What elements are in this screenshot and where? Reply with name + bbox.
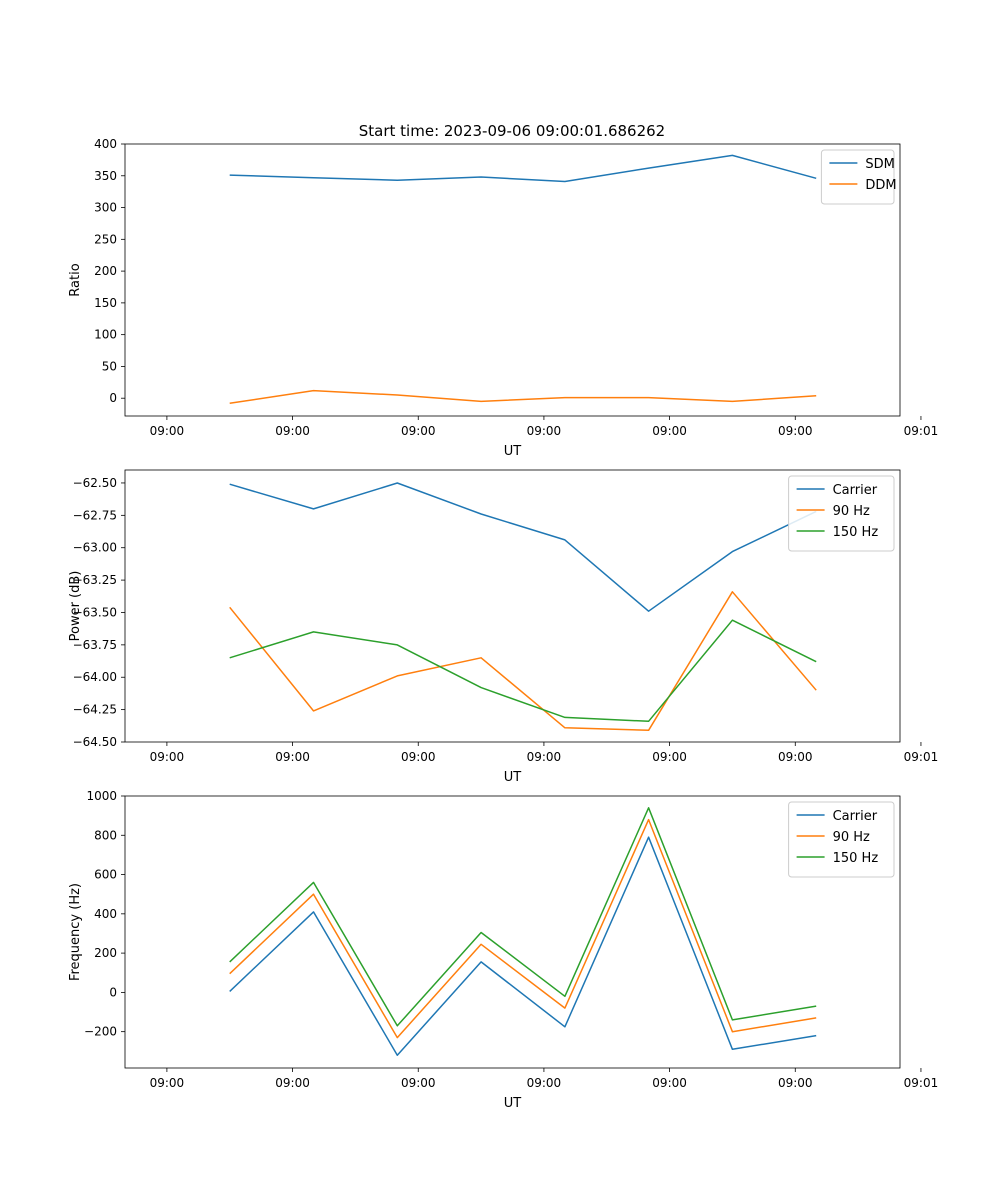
frequency-y-axis-label: Frequency (Hz)	[68, 883, 83, 981]
ratio-series-line-ddm	[229, 389, 817, 405]
ratio-y-tick-label: 50	[102, 359, 117, 373]
ratio-x-tick-label: 09:00	[778, 424, 813, 438]
frequency-x-tick-label: 09:00	[401, 1076, 436, 1090]
frequency-legend-label: 90 Hz	[833, 830, 870, 845]
power-series-line-carrier	[229, 482, 817, 612]
ratio-series-line-sdm	[229, 154, 817, 183]
frequency-x-tick-label: 09:00	[652, 1076, 687, 1090]
ratio-x-tick-label: 09:00	[401, 424, 436, 438]
ratio-y-axis-label: Ratio	[68, 263, 83, 296]
frequency-series-line-150-hz	[229, 807, 817, 1027]
ratio-x-tick-label: 09:00	[652, 424, 687, 438]
power-y-tick-label: −64.00	[73, 670, 117, 684]
ratio-y-tick-label: 350	[94, 169, 117, 183]
power-x-tick-label: 09:01	[904, 750, 939, 764]
ratio-y-tick-label: 300	[94, 201, 117, 215]
frequency-x-tick-label: 09:00	[778, 1076, 813, 1090]
frequency-y-tick-label: 200	[94, 946, 117, 960]
frequency-y-tick-label: 800	[94, 828, 117, 842]
power-y-tick-label: −63.75	[73, 638, 117, 652]
frequency-y-tick-label: 600	[94, 868, 117, 882]
ratio-legend-label: DDM	[865, 178, 896, 193]
frequency-series-line-carrier	[229, 836, 817, 1056]
power-panel: 09:00 09:00 09:00 09:00 09:00 09:00 09:01 −64.5…	[68, 469, 939, 785]
ratio-y-tick-label: 0	[109, 391, 117, 405]
power-series-line-150-hz	[229, 619, 817, 723]
power-legend-label: Carrier	[833, 483, 878, 498]
ratio-legend-label: SDM	[865, 157, 894, 172]
power-y-tick-label: −62.75	[73, 508, 117, 522]
frequency-y-tick-label: −200	[84, 1025, 117, 1039]
frequency-legend-label: Carrier	[833, 809, 878, 824]
ratio-axes-frame	[124, 143, 901, 417]
frequency-series-line-90-hz	[229, 818, 817, 1039]
power-x-tick-label: 09:00	[150, 750, 185, 764]
ratio-y-tick-label: 100	[94, 328, 117, 342]
ratio-y-tick-label: 400	[94, 137, 117, 151]
frequency-panel: 09:00 09:00 09:00 09:00 09:00 09:00 09:01 −200 0…	[68, 789, 938, 1111]
power-x-tick-label: 09:00	[527, 750, 562, 764]
ratio-x-tick-label: 09:00	[275, 424, 310, 438]
power-y-tick-label: −64.25	[73, 703, 117, 717]
ratio-x-tick-label: 09:00	[150, 424, 185, 438]
frequency-legend-box	[788, 801, 895, 878]
ratio-x-axis-label: UT	[504, 444, 522, 459]
power-x-axis-label: UT	[504, 770, 522, 785]
ratio-y-tick-label: 150	[94, 296, 117, 310]
ratio-y-tick-label: 200	[94, 264, 117, 278]
power-y-tick-label: −63.25	[73, 573, 117, 587]
frequency-x-tick-label: 09:00	[150, 1076, 185, 1090]
power-y-axis-label: Power (dB)	[68, 571, 83, 642]
ratio-x-tick-label: 09:00	[527, 424, 562, 438]
frequency-y-tick-label: 400	[94, 907, 117, 921]
frequency-y-tick-label: 1000	[86, 789, 117, 803]
power-y-tick-label: −63.50	[73, 605, 117, 619]
frequency-legend-label: 150 Hz	[833, 851, 879, 866]
power-x-tick-label: 09:00	[652, 750, 687, 764]
power-axes-frame	[124, 469, 901, 743]
frequency-x-tick-label: 09:01	[904, 1076, 939, 1090]
power-series-line-90-hz	[229, 591, 817, 732]
frequency-y-tick-label: 0	[109, 985, 117, 999]
ratio-y-tick-label: 250	[94, 232, 117, 246]
frequency-axes-frame	[124, 795, 901, 1069]
frequency-x-axis-label: UT	[504, 1096, 522, 1111]
power-x-tick-label: 09:00	[401, 750, 436, 764]
power-y-tick-label: −64.50	[73, 735, 117, 749]
ratio-x-tick-label: 09:01	[904, 424, 939, 438]
frequency-x-tick-label: 09:00	[527, 1076, 562, 1090]
power-legend-label: 90 Hz	[833, 504, 870, 519]
power-legend-label: 150 Hz	[833, 525, 879, 540]
figure-title: Start time: 2023-09-06 09:00:01.686262	[359, 122, 665, 140]
power-x-tick-label: 09:00	[778, 750, 813, 764]
power-y-tick-label: −63.00	[73, 541, 117, 555]
power-x-tick-label: 09:00	[275, 750, 310, 764]
power-y-tick-label: −62.50	[73, 476, 117, 490]
ratio-panel: 09:00 09:00 09:00 09:00 09:00 09:00 09:01 0 50 10…	[68, 137, 938, 459]
power-legend-box	[788, 475, 895, 552]
frequency-x-tick-label: 09:00	[275, 1076, 310, 1090]
